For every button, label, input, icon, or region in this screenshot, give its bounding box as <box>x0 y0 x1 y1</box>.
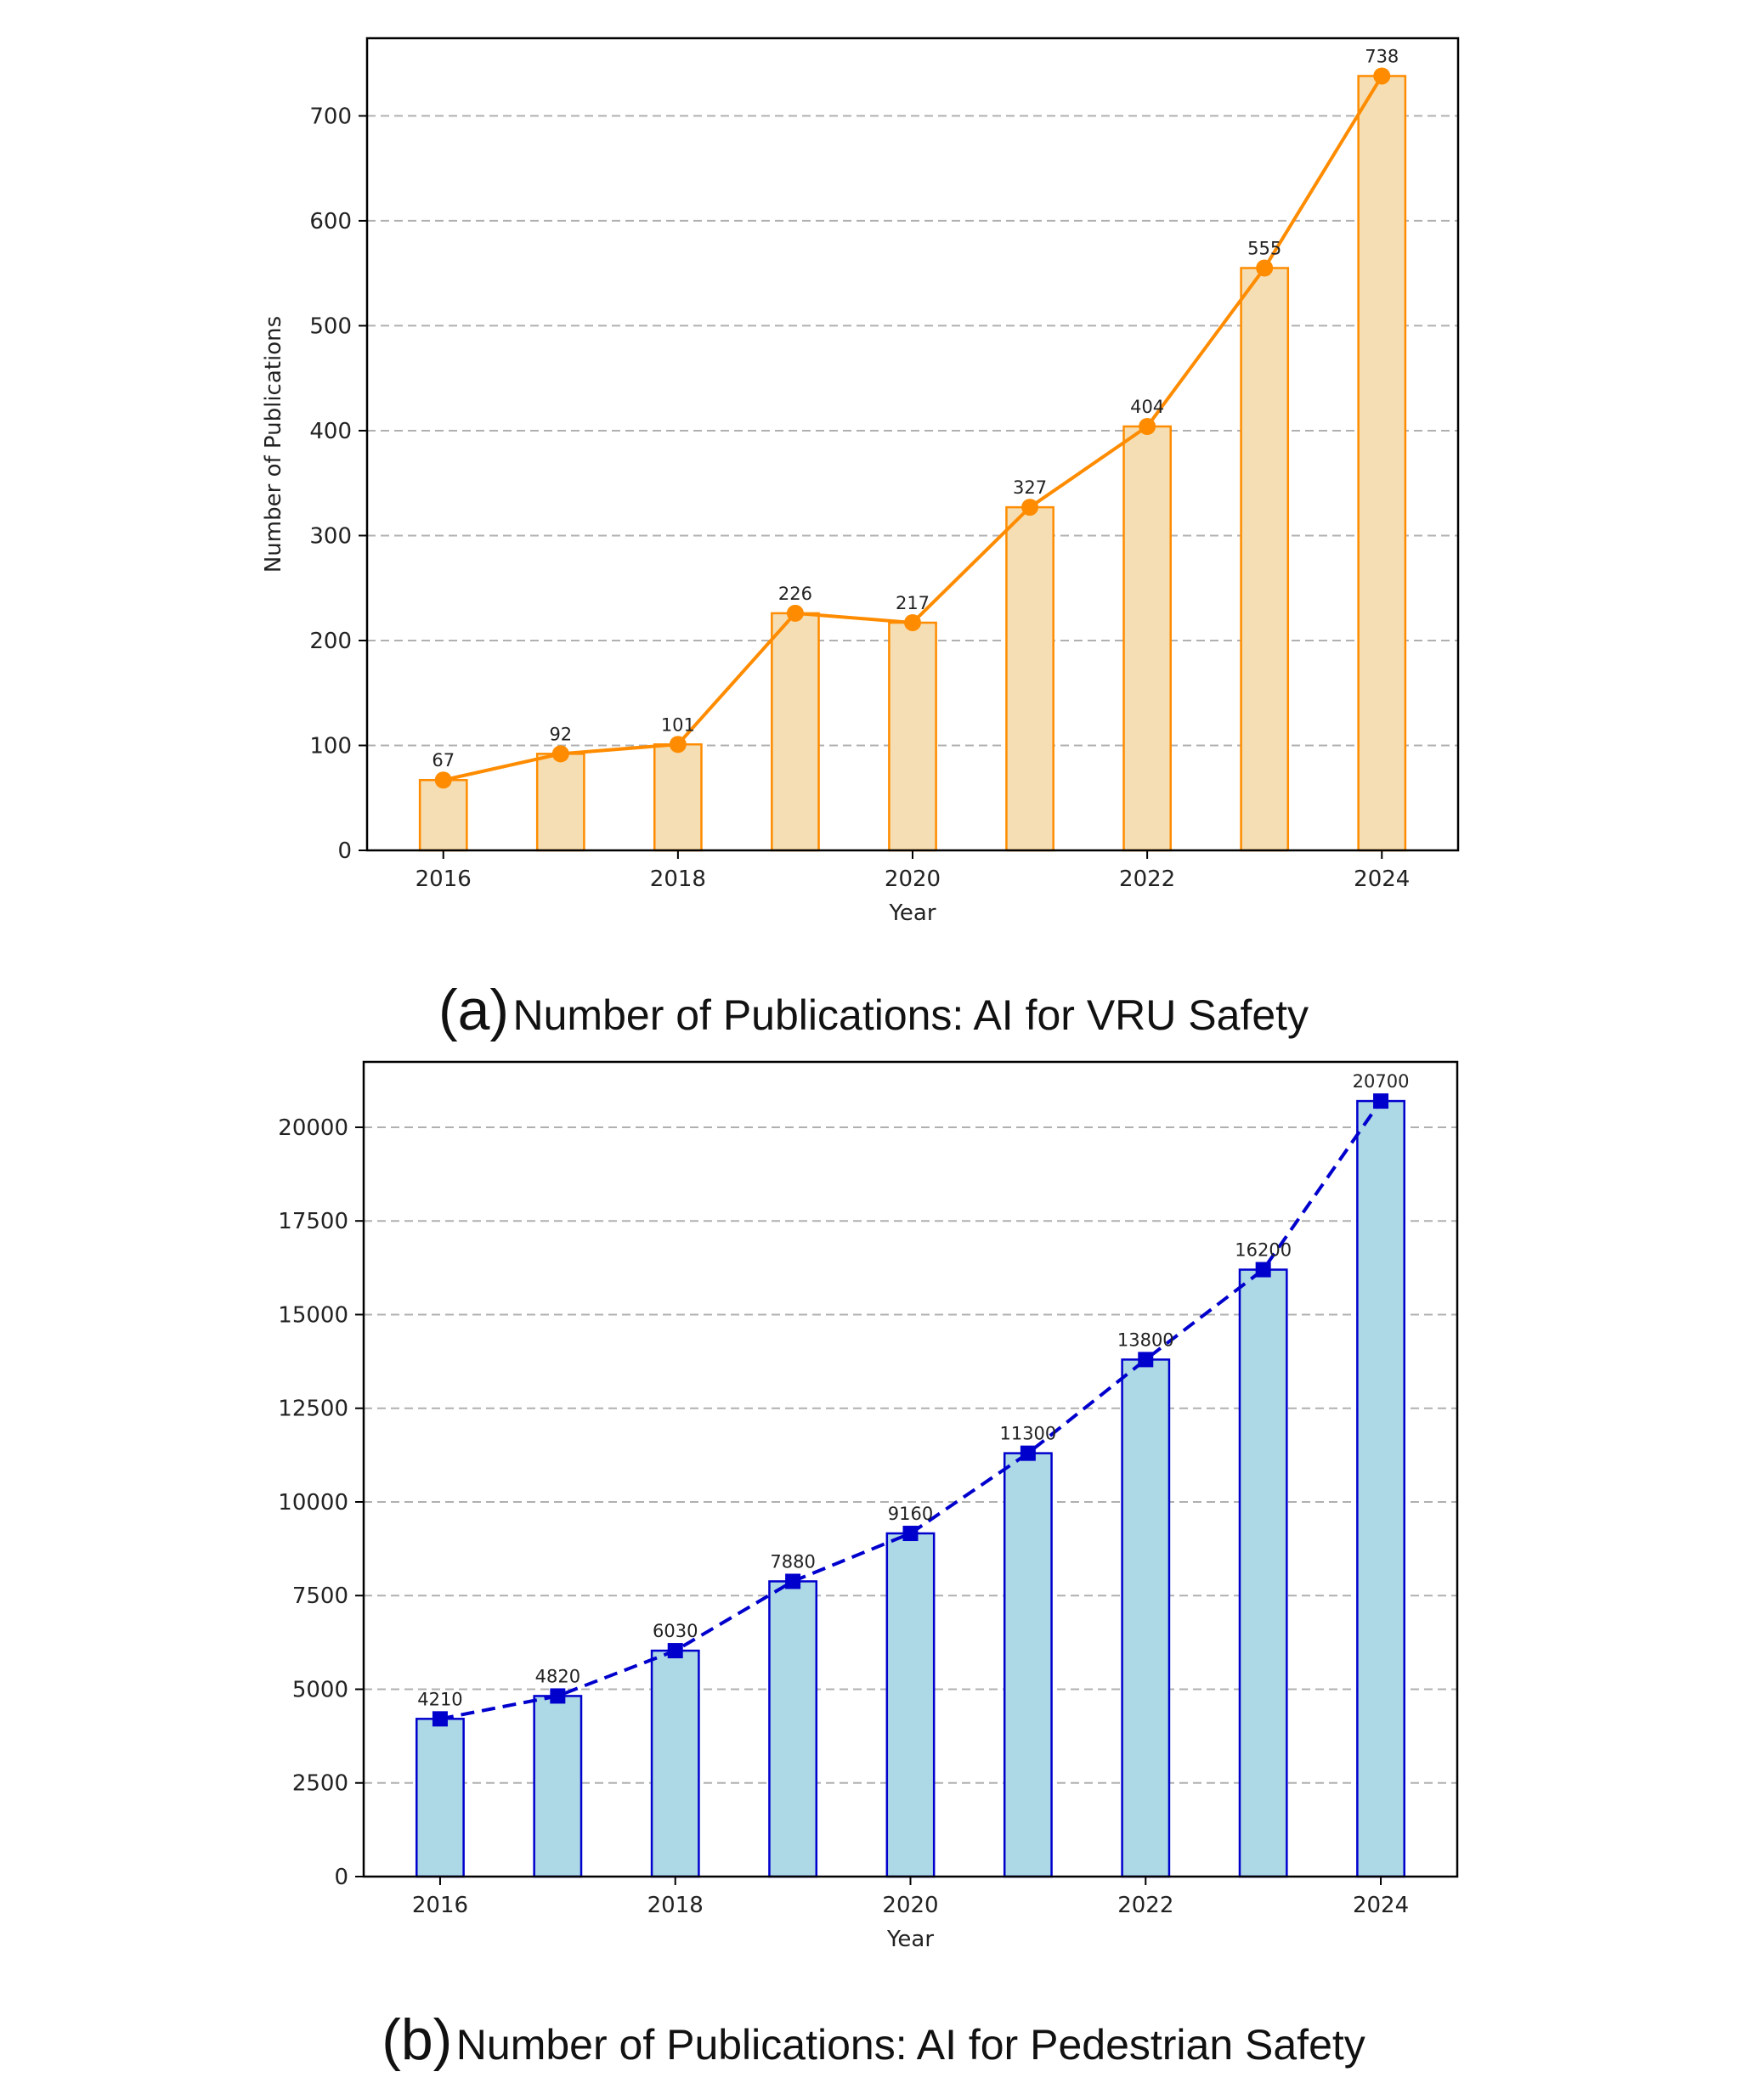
caption-a: (a) Number of Publications: AI for VRU S… <box>0 977 1747 1043</box>
caption-b-tag: (b) <box>382 2007 453 2072</box>
data-label: 101 <box>661 714 695 735</box>
x-tick-label: 2024 <box>1353 1893 1409 1918</box>
y-axis-label: Number of Publications <box>261 316 286 573</box>
y-tick-label: 12500 <box>278 1397 348 1422</box>
caption-b: (b) Number of Publications: AI for Pedes… <box>0 2007 1747 2073</box>
bar <box>1121 1358 1171 1878</box>
data-label: 738 <box>1365 46 1399 66</box>
data-point <box>1373 1093 1389 1109</box>
data-point <box>786 604 804 622</box>
chart-a-vru-safety: 0 100 200 300 400 500 600 700 67 92 101 226 217 327 40… <box>261 37 1460 926</box>
x-tick-label: 2022 <box>1117 1893 1173 1918</box>
caption-a-tag: (a) <box>438 978 510 1042</box>
data-label: 4820 <box>535 1666 580 1686</box>
x-tick-label: 2016 <box>412 1893 468 1918</box>
data-label: 226 <box>778 584 812 604</box>
data-label: 9160 <box>888 1504 933 1524</box>
data-label: 16200 <box>1235 1240 1292 1261</box>
bar <box>416 1718 465 1878</box>
data-point <box>551 745 569 763</box>
caption-b-text: Number of Publications: AI for Pedestria… <box>455 2021 1365 2069</box>
data-point <box>1139 418 1156 436</box>
y-tick-label: 5000 <box>292 1677 348 1702</box>
x-tick-label: 2016 <box>416 867 472 892</box>
chart-b-pedestrian-safety: 0 2500 5000 7500 10000 12500 15000 17500 20000 42… <box>278 1060 1459 1952</box>
y-tick-label: 200 <box>309 629 352 654</box>
data-label: 327 <box>1013 477 1047 498</box>
data-label: 217 <box>896 593 930 613</box>
y-tick-label: 10000 <box>278 1490 348 1516</box>
data-label: 555 <box>1247 238 1281 258</box>
bar <box>885 1532 936 1878</box>
x-tick-label: 2018 <box>650 867 706 892</box>
data-label: 11300 <box>999 1424 1056 1444</box>
data-label: 67 <box>432 750 455 771</box>
data-point <box>1373 67 1391 85</box>
data-point <box>1255 1262 1271 1278</box>
data-point <box>1021 499 1039 517</box>
data-label: 92 <box>549 724 572 744</box>
bar <box>768 1580 818 1878</box>
trend-line <box>439 1099 1382 1721</box>
data-label: 4210 <box>417 1689 462 1709</box>
x-axis-label: Year <box>886 1927 934 1952</box>
bar <box>1356 1099 1405 1878</box>
data-label: 6030 <box>653 1621 698 1641</box>
y-tick-label: 500 <box>309 313 352 339</box>
data-label: 7880 <box>770 1551 815 1572</box>
data-point <box>667 1643 683 1659</box>
bar <box>1238 1268 1288 1878</box>
bar <box>771 612 820 852</box>
bar <box>888 621 937 852</box>
data-label: 404 <box>1130 397 1164 417</box>
y-tick-label: 2500 <box>292 1771 348 1797</box>
caption-a-text: Number of Publications: AI for VRU Safet… <box>512 991 1309 1039</box>
bar <box>1005 505 1054 852</box>
data-point <box>902 1526 919 1542</box>
bar <box>1357 75 1407 852</box>
y-tick-label: 0 <box>337 838 352 864</box>
x-tick-label: 2024 <box>1354 867 1410 892</box>
x-tick-label: 2020 <box>882 1893 938 1918</box>
data-point <box>904 613 921 631</box>
x-axis-label: Year <box>888 900 936 926</box>
bar <box>418 778 468 852</box>
x-tick-label: 2018 <box>647 1893 704 1918</box>
data-point <box>432 1711 448 1727</box>
y-tick-label: 7500 <box>292 1583 348 1609</box>
y-tick-label: 17500 <box>278 1209 348 1234</box>
bar <box>535 753 585 852</box>
y-tick-label: 100 <box>309 733 352 759</box>
data-point <box>669 736 687 754</box>
y-tick-label: 300 <box>309 523 352 549</box>
x-tick-label: 2022 <box>1119 867 1175 892</box>
y-tick-label: 0 <box>334 1865 348 1890</box>
y-tick-label: 600 <box>309 209 352 234</box>
y-tick-label: 700 <box>309 104 352 129</box>
y-tick-label: 20000 <box>278 1115 348 1141</box>
data-point <box>550 1688 566 1704</box>
data-point <box>434 771 452 789</box>
bar <box>650 1649 700 1878</box>
bar <box>533 1695 583 1878</box>
bar <box>653 743 703 852</box>
x-tick-label: 2020 <box>885 867 941 892</box>
y-tick-label: 400 <box>309 419 352 444</box>
y-tick-label: 15000 <box>278 1302 348 1328</box>
data-point <box>1256 259 1274 277</box>
bar <box>1003 1452 1053 1878</box>
bar <box>1122 425 1172 852</box>
data-label: 20700 <box>1353 1071 1410 1092</box>
data-label: 13800 <box>1117 1329 1174 1350</box>
bar <box>1240 267 1290 852</box>
data-point <box>1020 1445 1036 1461</box>
data-point <box>1138 1352 1154 1368</box>
data-point <box>785 1573 801 1589</box>
